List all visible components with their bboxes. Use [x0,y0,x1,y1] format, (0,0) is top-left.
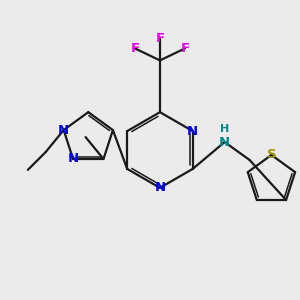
Text: N: N [187,124,198,138]
Text: N: N [58,124,69,136]
Text: H: H [220,124,229,134]
Text: F: F [180,42,189,55]
Text: N: N [154,181,166,194]
Text: F: F [130,42,140,55]
Text: F: F [155,32,164,45]
Text: N: N [68,152,79,166]
Text: N: N [219,136,230,148]
Text: S: S [267,148,276,161]
